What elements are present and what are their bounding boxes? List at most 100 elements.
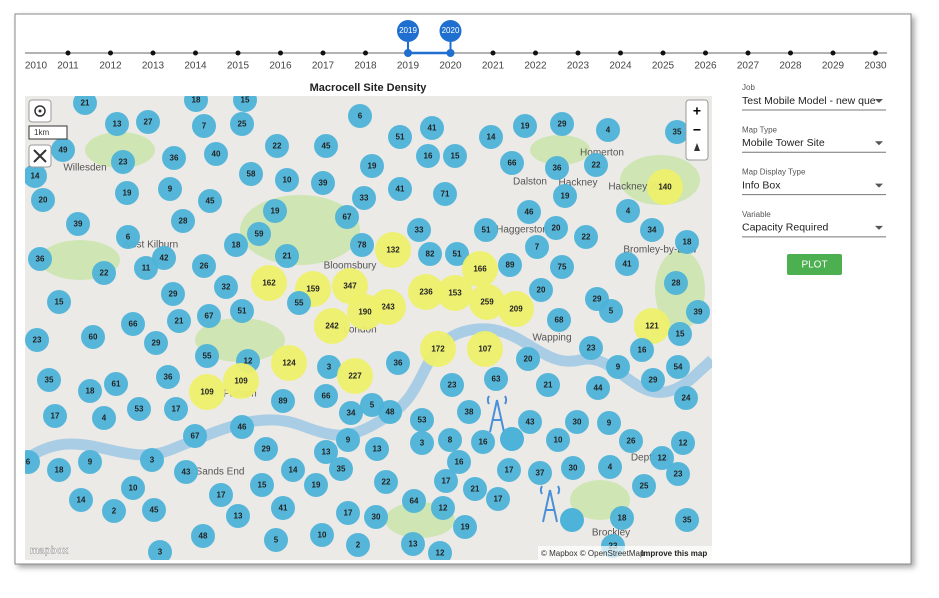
- cluster-count[interactable]: 30: [569, 464, 578, 473]
- cluster[interactable]: [136, 110, 160, 134]
- cluster-count[interactable]: 16: [479, 438, 488, 447]
- cluster-count[interactable]: 44: [594, 384, 603, 393]
- cluster[interactable]: [513, 114, 537, 138]
- cluster-count[interactable]: 5: [274, 536, 279, 545]
- cluster-count[interactable]: 6: [358, 112, 363, 121]
- cluster-count[interactable]: 89: [506, 261, 515, 270]
- cluster[interactable]: [462, 251, 498, 287]
- site-marker[interactable]: [560, 508, 584, 532]
- cluster-count[interactable]: 3: [420, 439, 425, 448]
- cluster-count[interactable]: 53: [135, 405, 144, 414]
- cluster-count[interactable]: 49: [59, 146, 68, 155]
- cluster[interactable]: [365, 437, 389, 461]
- cluster[interactable]: [420, 116, 444, 140]
- timeline-dot[interactable]: [490, 50, 496, 56]
- cluster-count[interactable]: 15: [55, 298, 64, 307]
- cluster-count[interactable]: 25: [640, 482, 649, 491]
- cluster-count[interactable]: 55: [203, 352, 212, 361]
- cluster[interactable]: [434, 469, 458, 493]
- cluster[interactable]: [230, 299, 254, 323]
- improve-link[interactable]: Improve this map: [641, 549, 707, 558]
- cluster[interactable]: [486, 487, 510, 511]
- cluster-count[interactable]: 63: [492, 375, 501, 384]
- cluster[interactable]: [66, 212, 90, 236]
- cluster-count[interactable]: 4: [606, 126, 611, 135]
- cluster[interactable]: [254, 437, 278, 461]
- cluster-count[interactable]: 7: [535, 243, 540, 252]
- cluster[interactable]: [350, 233, 374, 257]
- cluster[interactable]: [550, 255, 574, 279]
- timeline-dot[interactable]: [193, 50, 198, 56]
- year-label[interactable]: 2014: [184, 61, 207, 72]
- cluster[interactable]: [16, 450, 40, 474]
- cluster-count[interactable]: 347: [343, 282, 357, 291]
- cluster[interactable]: [78, 450, 102, 474]
- cluster[interactable]: [500, 151, 524, 175]
- cluster-count[interactable]: 227: [348, 372, 362, 381]
- cluster[interactable]: [251, 265, 287, 301]
- cluster[interactable]: [247, 222, 271, 246]
- cluster-count[interactable]: 28: [672, 279, 681, 288]
- cluster[interactable]: [329, 457, 353, 481]
- cluster[interactable]: [214, 275, 238, 299]
- cluster[interactable]: [78, 379, 102, 403]
- cluster[interactable]: [310, 523, 334, 547]
- cluster[interactable]: [479, 125, 503, 149]
- cluster[interactable]: [43, 404, 67, 428]
- cluster[interactable]: [148, 540, 172, 564]
- cluster-count[interactable]: 68: [555, 316, 564, 325]
- cluster-count[interactable]: 15: [241, 96, 250, 105]
- cluster[interactable]: [666, 462, 690, 486]
- cluster-count[interactable]: 243: [381, 303, 395, 312]
- year-label[interactable]: 2027: [737, 61, 760, 72]
- cluster-count[interactable]: 12: [679, 439, 688, 448]
- cluster-count[interactable]: 13: [409, 540, 418, 549]
- cluster-count[interactable]: 4: [626, 207, 631, 216]
- cluster[interactable]: [401, 532, 425, 556]
- cluster[interactable]: [142, 498, 166, 522]
- year-label[interactable]: 2026: [694, 61, 717, 72]
- cluster-count[interactable]: 18: [86, 387, 95, 396]
- cluster[interactable]: [433, 182, 457, 206]
- cluster-count[interactable]: 23: [33, 336, 42, 345]
- cluster-count[interactable]: 18: [192, 96, 201, 105]
- cluster[interactable]: [47, 290, 71, 314]
- cluster-count[interactable]: 34: [347, 409, 356, 418]
- cluster-count[interactable]: 35: [683, 516, 692, 525]
- cluster[interactable]: [545, 156, 569, 180]
- cluster-count[interactable]: 35: [337, 465, 346, 474]
- timeline-dot[interactable]: [575, 50, 581, 56]
- cluster-count[interactable]: 16: [455, 458, 464, 467]
- cluster-count[interactable]: 41: [396, 185, 405, 194]
- cluster-count[interactable]: 51: [453, 250, 462, 259]
- cluster[interactable]: [463, 477, 487, 501]
- cluster-count[interactable]: 16: [424, 152, 433, 161]
- cluster[interactable]: [599, 299, 623, 323]
- cluster-count[interactable]: 15: [258, 481, 267, 490]
- cluster-count[interactable]: 29: [649, 376, 658, 385]
- cluster[interactable]: [275, 168, 299, 192]
- cluster[interactable]: [597, 411, 621, 435]
- cluster-count[interactable]: 172: [431, 345, 445, 354]
- cluster[interactable]: [144, 331, 168, 355]
- cluster-count[interactable]: 45: [322, 142, 331, 151]
- cluster-count[interactable]: 124: [282, 359, 296, 368]
- plot-button-label[interactable]: PLOT: [801, 260, 827, 271]
- cluster[interactable]: [265, 134, 289, 158]
- compass[interactable]: [694, 143, 700, 151]
- cluster[interactable]: [167, 309, 191, 333]
- field-value[interactable]: Mobile Tower Site: [742, 137, 825, 149]
- cluster[interactable]: [428, 541, 452, 565]
- cluster[interactable]: [619, 429, 643, 453]
- cluster[interactable]: [239, 162, 263, 186]
- field-value[interactable]: Capacity Required: [742, 222, 829, 234]
- selected-year[interactable]: 2020: [442, 26, 460, 35]
- cluster-count[interactable]: 109: [234, 377, 248, 386]
- cluster-count[interactable]: 17: [51, 412, 60, 421]
- cluster[interactable]: [171, 209, 195, 233]
- cluster-count[interactable]: 35: [673, 128, 682, 137]
- cluster[interactable]: [104, 372, 128, 396]
- cluster[interactable]: [92, 261, 116, 285]
- year-label[interactable]: 2029: [822, 61, 845, 72]
- cluster-count[interactable]: 51: [482, 226, 491, 235]
